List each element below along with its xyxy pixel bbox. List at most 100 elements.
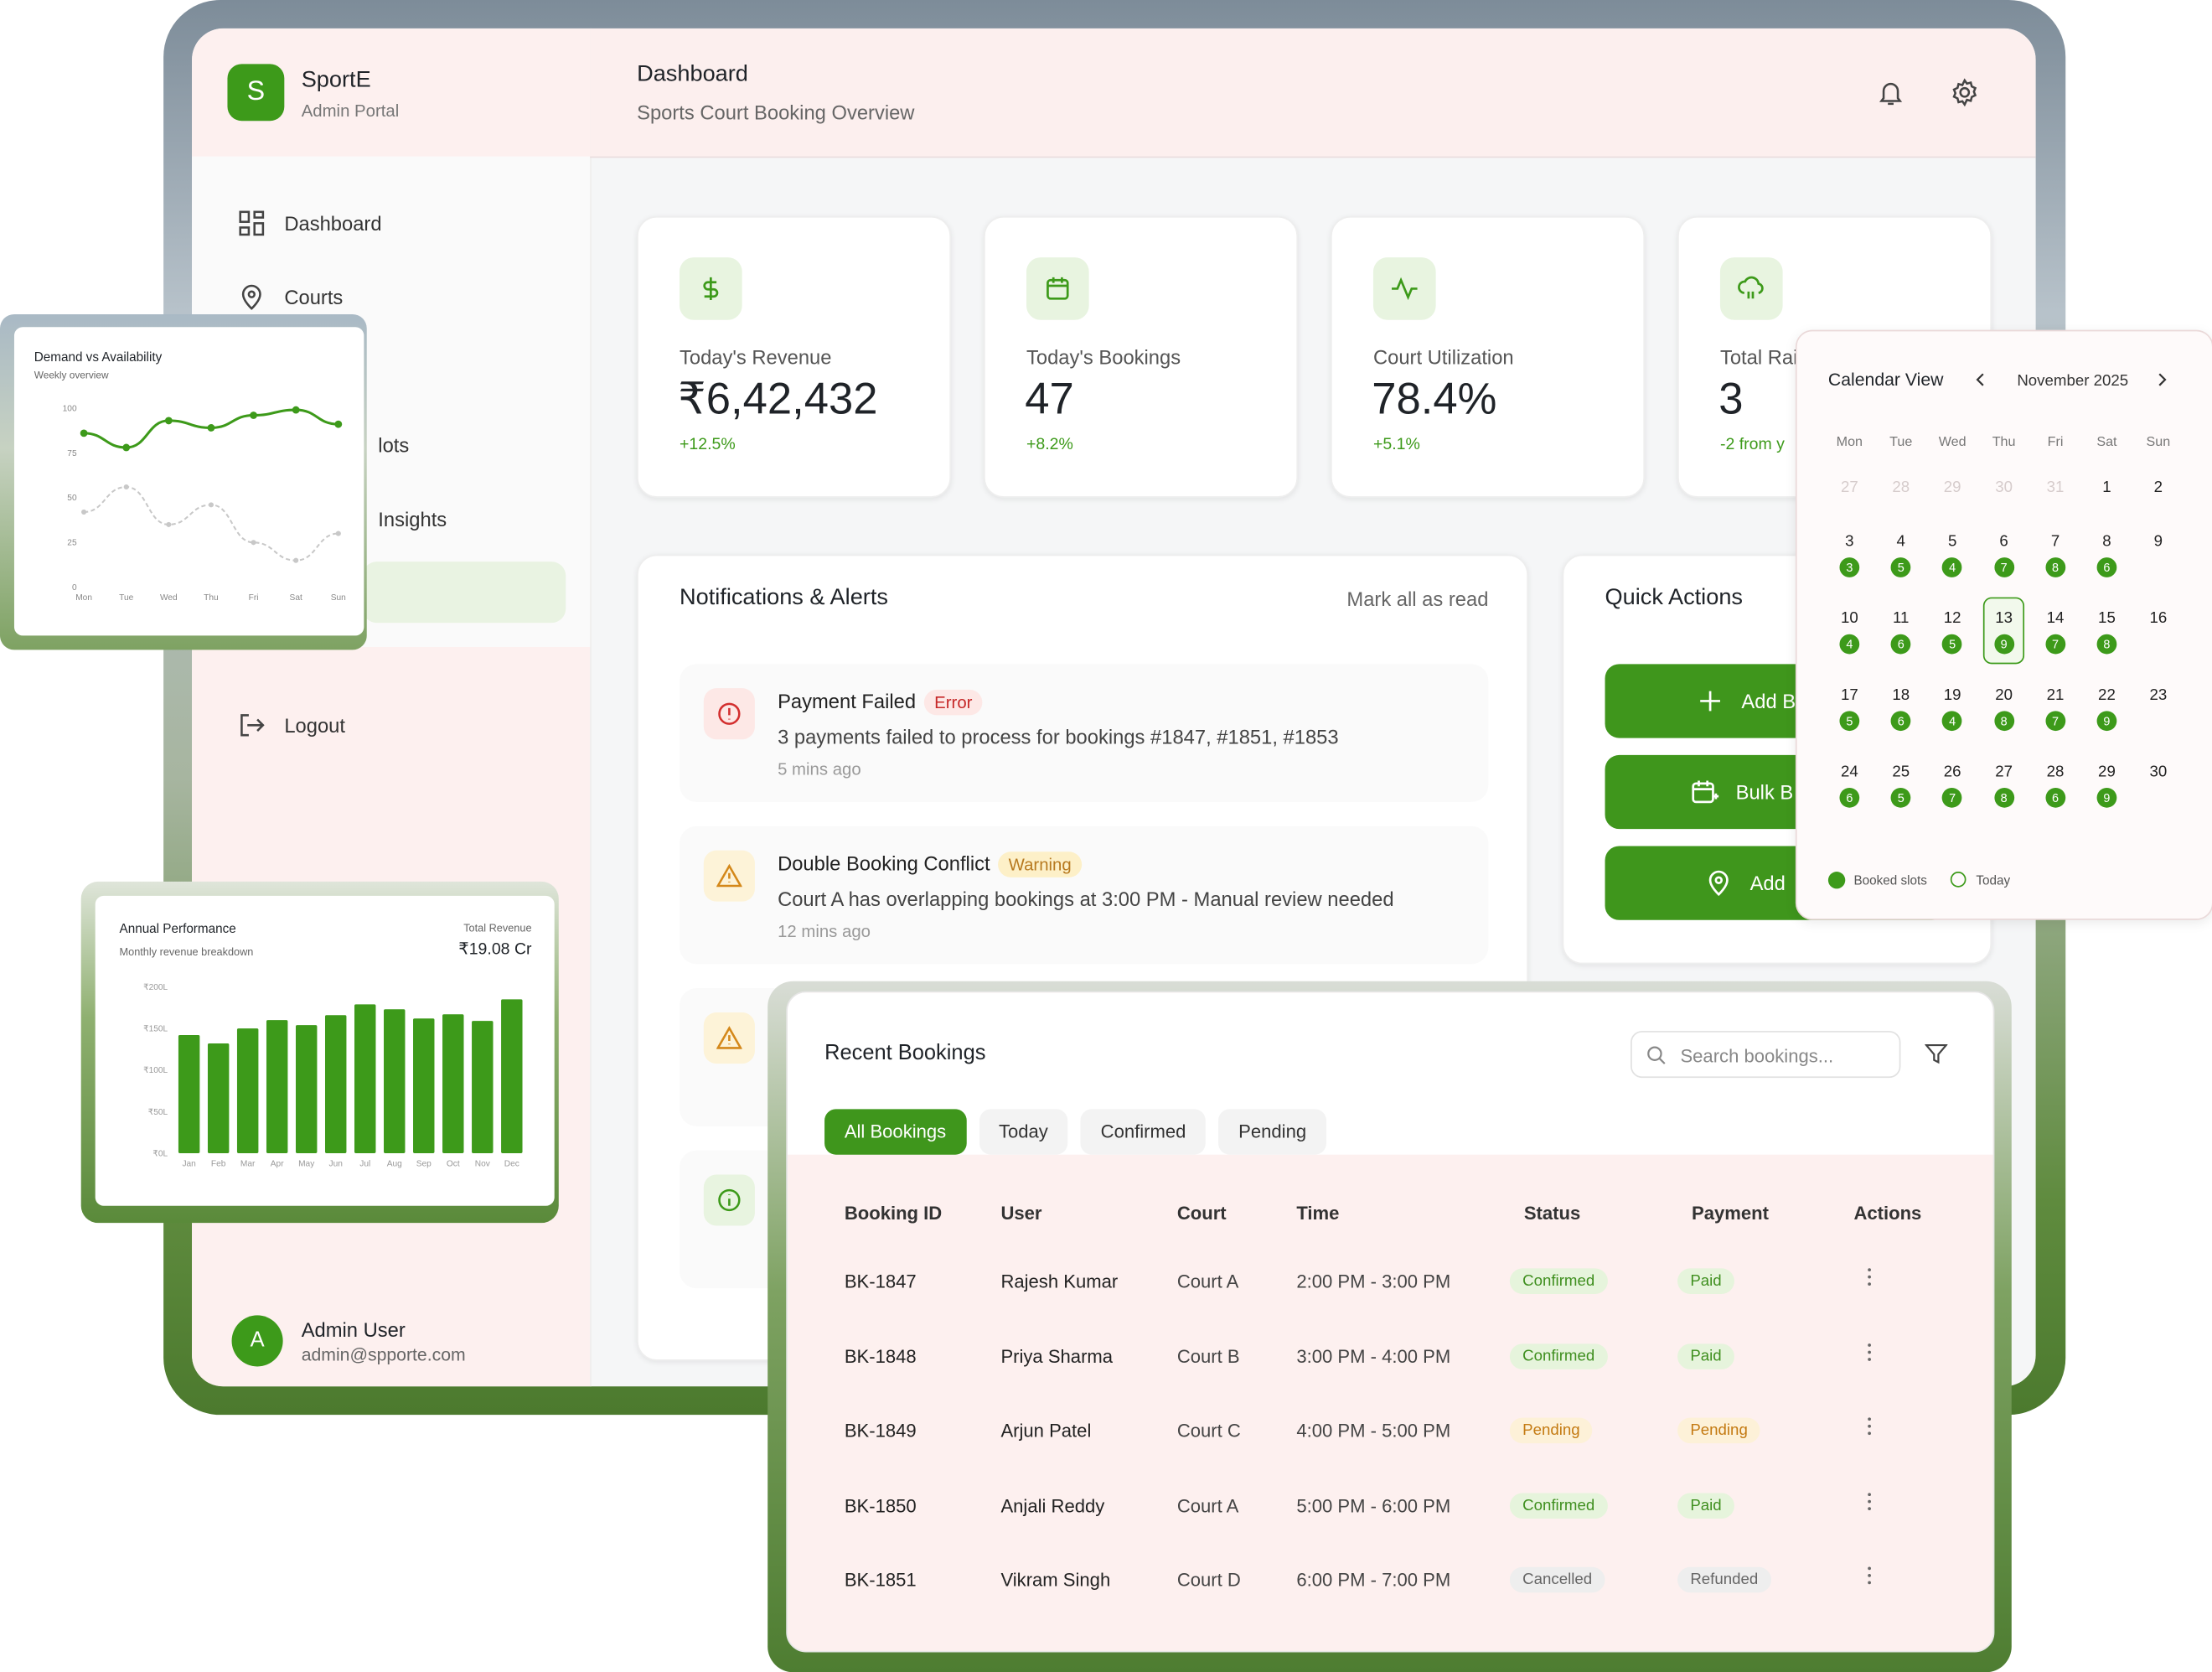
booked-count: 9 — [1993, 634, 2014, 655]
day[interactable]: 2 — [2153, 479, 2163, 497]
day[interactable]: 1 — [2102, 479, 2111, 497]
day[interactable]: 20 — [1995, 686, 2013, 704]
row-actions[interactable] — [1865, 1416, 1873, 1436]
next-month[interactable] — [2155, 373, 2169, 387]
day[interactable]: 21 — [2046, 686, 2065, 704]
booked-count: 5 — [1942, 634, 1963, 655]
prev-day: 28 — [1892, 479, 1910, 497]
day[interactable]: 16 — [2149, 609, 2168, 628]
chart-subtitle: Monthly revenue breakdown — [119, 945, 254, 959]
day[interactable]: 7 — [2050, 533, 2060, 551]
tab[interactable]: Pending — [1218, 1109, 1326, 1155]
y-tick-label: 0 — [72, 583, 77, 593]
day[interactable]: 6 — [1999, 533, 2008, 551]
filter-icon[interactable] — [1925, 1043, 1948, 1065]
booked-count: 6 — [1890, 634, 1911, 655]
day[interactable]: 23 — [2149, 686, 2168, 704]
day[interactable]: 14 — [2046, 609, 2065, 628]
x-tick-label: Sat — [290, 593, 302, 603]
x-tick-label: Sun — [331, 593, 346, 603]
booked-count: 3 — [1839, 557, 1860, 577]
day[interactable]: 5 — [1947, 533, 1957, 551]
mark-all-read[interactable]: Mark all as read — [1346, 587, 1489, 610]
booked-count: 8 — [2045, 557, 2065, 577]
search-box[interactable]: Search bookings... — [1631, 1031, 1901, 1079]
bar — [236, 1028, 259, 1153]
row-actions[interactable] — [1865, 1267, 1873, 1287]
nav-item[interactable]: Dashboard — [284, 211, 382, 235]
x-tick-label: Wed — [160, 593, 178, 603]
bar — [207, 1043, 230, 1153]
day[interactable]: 10 — [1840, 609, 1858, 628]
page-subtitle: Sports Court Booking Overview — [637, 101, 915, 124]
weekday: Thu — [1992, 434, 2016, 450]
day[interactable]: 24 — [1840, 764, 1858, 781]
brand: SportE — [301, 68, 371, 93]
booked-count: 5 — [1839, 711, 1860, 732]
action-label: Bulk B — [1735, 780, 1794, 804]
nav-item[interactable]: Insights — [378, 507, 447, 531]
logout[interactable]: Logout — [284, 713, 345, 737]
day[interactable]: 27 — [1995, 764, 2013, 781]
alert-icon — [703, 1174, 755, 1226]
day[interactable]: 19 — [1943, 686, 1961, 704]
table-cell: Rajesh Kumar — [1000, 1270, 1119, 1292]
prev-day: 27 — [1840, 479, 1858, 497]
table-cell: BK-1851 — [844, 1569, 917, 1591]
stat-value: 3 — [1718, 374, 1744, 424]
tab[interactable]: Today — [979, 1109, 1068, 1155]
day[interactable]: 28 — [2046, 764, 2065, 781]
stat-icon — [1719, 257, 1783, 320]
day[interactable]: 26 — [1943, 764, 1961, 781]
day[interactable]: 8 — [2102, 533, 2111, 551]
day[interactable]: 25 — [1892, 764, 1910, 781]
y-tick-label: ₹50L — [148, 1108, 168, 1117]
prev-month[interactable] — [1973, 373, 1987, 387]
day[interactable]: 29 — [2098, 764, 2116, 781]
tab[interactable]: Confirmed — [1080, 1109, 1207, 1155]
kebab-dot — [1868, 1268, 1871, 1271]
series-point — [292, 406, 300, 414]
day[interactable]: 11 — [1893, 609, 1910, 628]
table-cell: Anjali Reddy — [1000, 1494, 1105, 1516]
table-header: User — [1000, 1202, 1042, 1224]
status-badge: Confirmed — [1509, 1343, 1608, 1369]
day[interactable]: 4 — [1896, 533, 1905, 551]
day[interactable]: 18 — [1892, 686, 1910, 704]
row-actions[interactable] — [1865, 1342, 1873, 1362]
nav-item[interactable]: Courts — [284, 286, 344, 309]
bell-icon[interactable] — [1877, 78, 1905, 106]
day[interactable]: 9 — [2153, 533, 2163, 551]
day[interactable]: 17 — [1840, 686, 1858, 704]
table-cell: Court D — [1176, 1569, 1241, 1591]
day[interactable]: 13 — [1995, 609, 2013, 628]
row-actions[interactable] — [1865, 1566, 1873, 1586]
day[interactable]: 12 — [1943, 609, 1961, 628]
series-point — [334, 420, 343, 428]
day[interactable]: 3 — [1845, 533, 1854, 551]
stat-change: +12.5% — [680, 436, 736, 454]
booked-count: 7 — [2045, 634, 2065, 655]
tab[interactable]: All Bookings — [824, 1109, 966, 1155]
kebab-dot — [1868, 1566, 1871, 1571]
kebab-dot — [1868, 1581, 1871, 1585]
day[interactable]: 22 — [2098, 686, 2116, 704]
bar — [442, 1014, 464, 1153]
action-label: Add — [1749, 872, 1786, 895]
x-tick-label: Sep — [416, 1159, 432, 1168]
kebab-dot — [1868, 1492, 1871, 1496]
booked-count: 6 — [2045, 787, 2065, 808]
table-cell: BK-1848 — [844, 1345, 917, 1367]
kebab-dot — [1868, 1343, 1871, 1347]
settings-icon[interactable] — [1951, 78, 1979, 107]
x-tick-label: Apr — [271, 1159, 284, 1168]
search-placeholder: Search bookings... — [1680, 1045, 1834, 1067]
kebab-dot — [1868, 1499, 1871, 1503]
day[interactable]: 15 — [2098, 609, 2116, 628]
row-actions[interactable] — [1865, 1491, 1873, 1511]
alert-title: Payment Failed Error — [778, 689, 983, 716]
day[interactable]: 30 — [2149, 764, 2168, 781]
nav-item[interactable]: lots — [378, 433, 410, 457]
logo: S — [227, 64, 285, 122]
